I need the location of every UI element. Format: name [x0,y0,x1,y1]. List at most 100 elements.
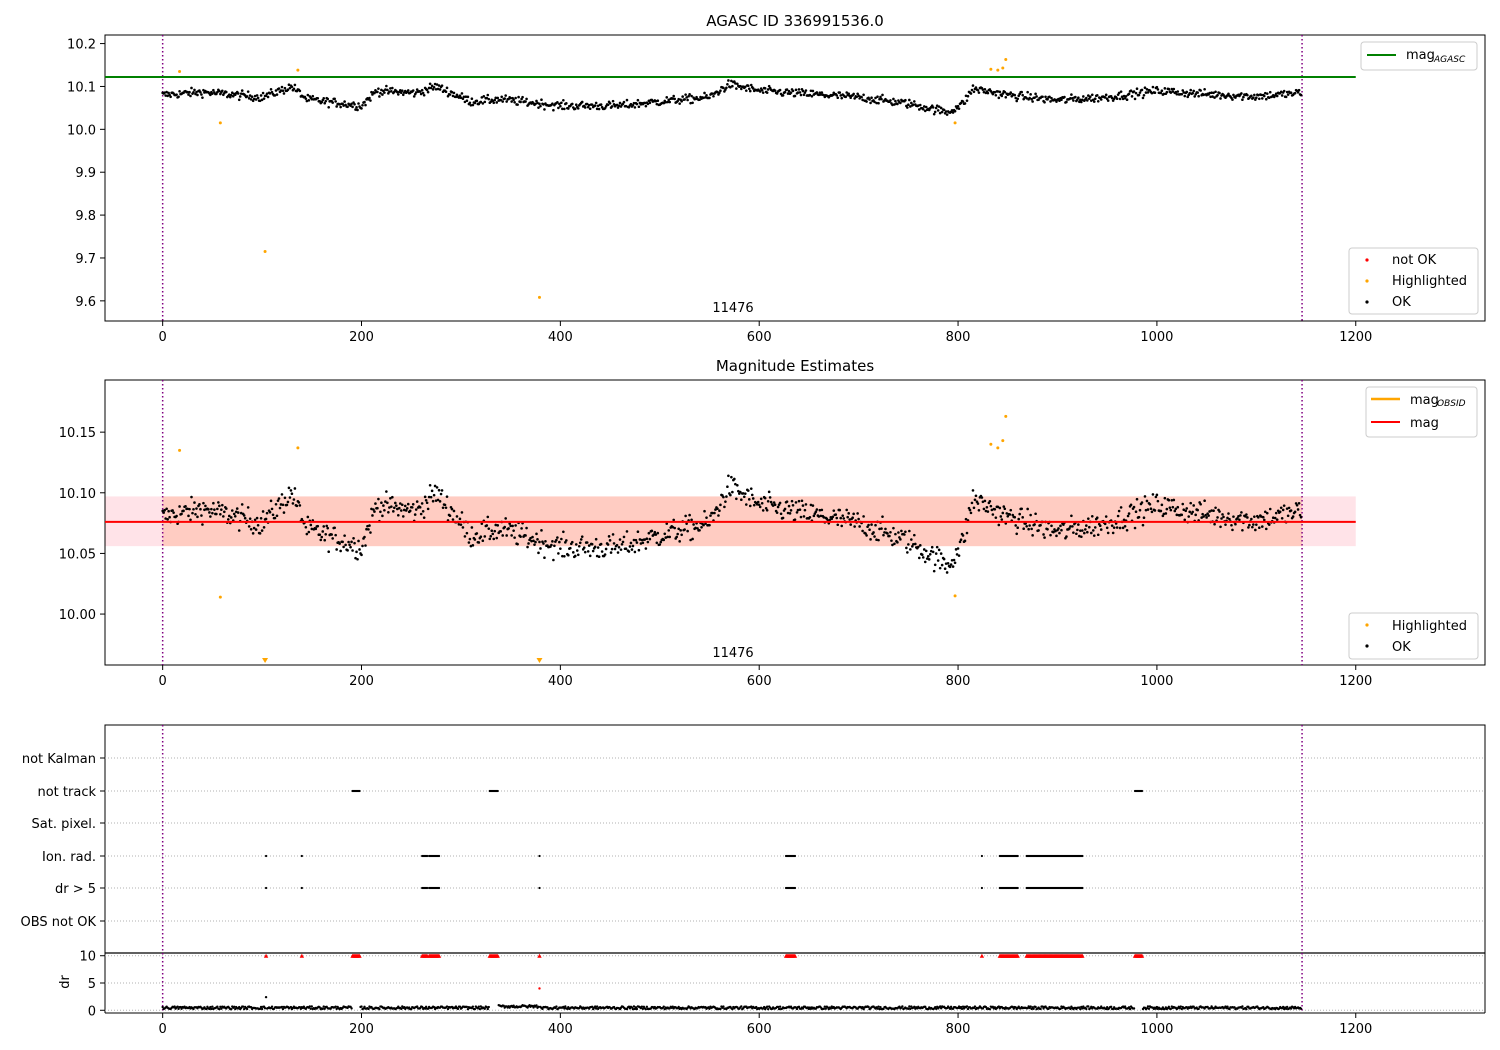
middle-ok-point [458,517,462,521]
middle-ok-point [574,543,578,546]
top-ok-point [286,88,290,91]
dr-point [1032,1007,1035,1010]
middle-ytick-label: 10.00 [59,608,96,623]
top-ok-point [673,97,676,101]
middle-ok-point [938,566,942,570]
middle-ok-point [803,508,807,512]
top-ok-point [165,90,168,94]
top-ok-point [917,108,921,111]
middle-ok-point [1221,513,1224,516]
dr-point [822,1007,826,1011]
dr-point [335,1007,338,1011]
top-ok-point [364,103,367,107]
top-ok-point [913,100,916,103]
middle-ok-point [946,562,950,565]
middle-ok-point [976,502,980,505]
top-ok-point [1280,94,1284,97]
top-ok-point [1003,90,1007,94]
dr-point [263,1007,267,1010]
top-ok-point [749,83,753,87]
top-ok-point [1110,96,1114,100]
top-ok-point [892,97,895,101]
middle-ok-point [659,540,663,544]
middle-ok-point [499,530,503,533]
middle-ok-point [913,533,916,537]
dr-capped-marker [537,953,542,958]
top-ok-point [469,103,473,107]
middle-ok-point [382,504,385,507]
top-ok-point [685,96,688,99]
dr-point [960,1007,964,1011]
top-ok-point [1203,87,1206,91]
middle-ok-point [625,530,629,533]
top-ok-point [543,108,546,111]
middle-ok-point [280,493,284,496]
middle-ok-point [236,511,240,514]
middle-ok-point [524,534,527,537]
top-ok-point [351,105,354,109]
middle-ok-point [1299,515,1303,519]
middle-ok-point [891,543,894,547]
middle-ok-point [289,489,293,492]
dr-point [824,1007,828,1010]
middle-ok-point [1058,531,1061,535]
middle-ok-point [351,549,354,552]
top-ok-point [1151,85,1155,89]
top-ok-point [1118,97,1122,101]
dr-point [367,1007,370,1011]
middle-ok-point [955,553,959,556]
top-ok-point [1285,90,1289,94]
top-ok-point [849,96,852,100]
top-ok-point [535,99,538,103]
middle-ok-point [683,528,686,531]
top-ok-point [881,93,884,97]
middle-ok-point [861,529,864,533]
top-ok-point [921,107,925,111]
middle-ok-point [658,543,662,546]
middle-ok-point [243,516,247,520]
middle-ok-point [808,515,812,519]
top-ok-point [839,94,843,97]
dr-point [1029,1005,1032,1008]
top-ok-point [1125,98,1129,102]
middle-ytick-label: 10.10 [59,487,96,502]
top-ok-point [725,86,728,90]
top-ok-point [932,112,936,116]
middle-ok-point [972,506,976,510]
middle-ok-point [662,538,666,542]
middle-ok-point [189,518,192,522]
middle-ok-point [164,517,167,520]
top-ok-point [440,84,444,87]
middle-ok-point [797,499,801,503]
middle-ok-point [1142,516,1146,520]
middle-ok-point [1039,523,1042,527]
middle-ok-point [864,532,867,535]
middle-ok-point [371,514,374,517]
middle-ok-point [630,548,634,551]
middle-ok-point [665,522,669,525]
middle-ok-point [904,530,907,534]
top-ok-point [169,95,172,99]
middle-ok-point [168,515,171,519]
middle-ok-point [490,529,494,532]
top-ok-point [500,95,504,99]
middle-ok-point [801,504,805,507]
middle-xtick-label: 0 [159,674,167,689]
top-ok-point [427,86,431,90]
top-xtick-label: 1000 [1140,330,1173,345]
flags-point [1081,886,1084,890]
top-ok-point [801,89,805,93]
top-ok-point [451,94,455,98]
legend-marker-ok-2 [1365,644,1369,648]
middle-ok-point [587,544,591,547]
middle-ok-point [443,503,447,507]
top-ok-point [907,103,910,106]
dr-point [210,1007,213,1011]
middle-highlighted-point [953,594,957,598]
dr-point [264,995,268,999]
top-ok-point [437,84,441,87]
middle-ok-point [634,538,638,542]
middle-xtick-label: 800 [946,674,971,689]
top-ok-point [644,104,648,108]
middle-ok-point [306,515,310,519]
